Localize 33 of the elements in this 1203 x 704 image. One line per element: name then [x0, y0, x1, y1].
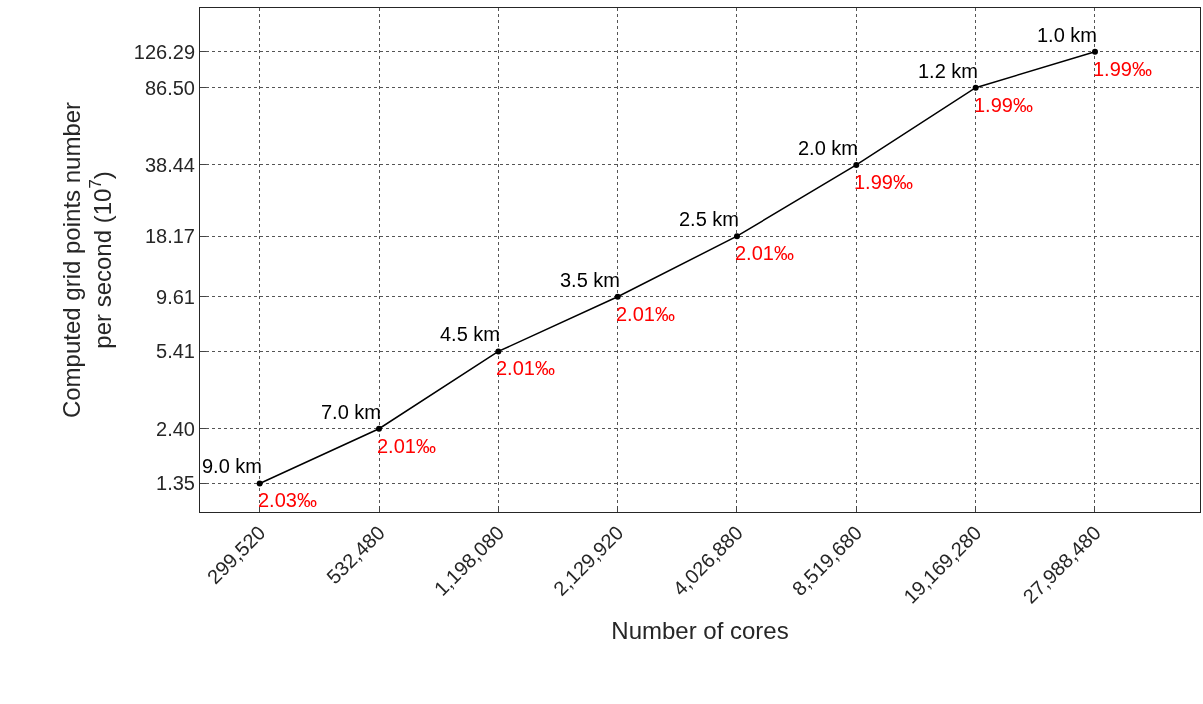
y-tick-label: 38.44 — [144, 153, 195, 176]
annotation: 2.01‰ — [616, 303, 675, 325]
annotation: 2.01‰ — [496, 357, 555, 379]
annotation: 2.0 km — [798, 137, 859, 159]
point — [614, 293, 621, 300]
y-tick-label: 5.41 — [156, 340, 195, 363]
y-tick-label: 1.35 — [156, 472, 195, 495]
annotation: 7.0 km — [321, 401, 382, 423]
point — [972, 84, 979, 91]
annotation: 1.99‰ — [1093, 58, 1152, 80]
point — [1091, 48, 1098, 55]
y-tick-label: 2.40 — [156, 417, 195, 440]
point — [376, 425, 382, 432]
annotation: 9.0 km — [202, 455, 263, 477]
annotation: 1.99‰ — [974, 94, 1033, 116]
point — [853, 161, 860, 168]
point — [495, 348, 502, 355]
y-tick-label: 86.50 — [144, 76, 195, 99]
y-tick-label: 9.61 — [156, 285, 195, 308]
annotation: 2.01‰ — [735, 242, 794, 264]
point — [256, 480, 263, 487]
x-axis-title: Number of cores — [611, 616, 789, 644]
annotation: 1.99‰ — [854, 171, 913, 193]
y-tick-label: 126.29 — [133, 40, 195, 63]
y-tick-label: 18.17 — [144, 225, 195, 248]
annotation: 4.5 km — [440, 323, 501, 345]
point — [733, 233, 740, 240]
annotation: 2.03‰ — [258, 489, 317, 511]
annotation: 2.5 km — [679, 208, 740, 230]
annotation: 1.0 km — [1037, 24, 1098, 46]
annotation: 3.5 km — [560, 269, 621, 291]
annotation: 1.2 km — [918, 60, 979, 82]
annotation: 2.01‰ — [377, 435, 436, 457]
